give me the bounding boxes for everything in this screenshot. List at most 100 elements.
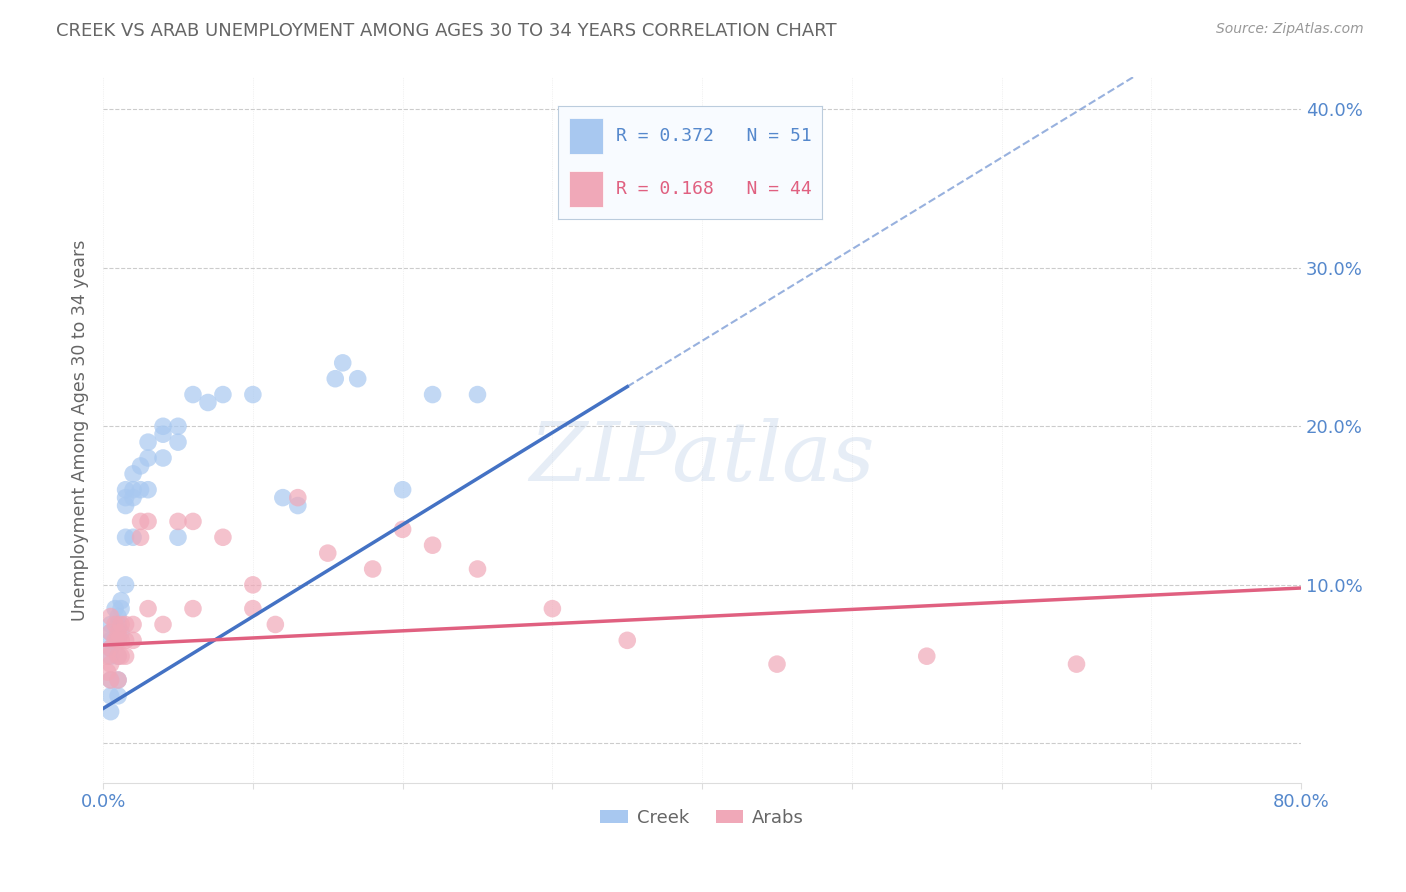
Legend: Creek, Arabs: Creek, Arabs (593, 802, 811, 834)
Point (316, 546, 339, 560)
Point (181, 515, 204, 529)
Point (110, 625, 132, 640)
Point (136, 450, 159, 465)
Point (346, 372, 368, 386)
Point (1066, 657, 1088, 672)
Point (422, 538, 444, 552)
Point (197, 395, 219, 409)
Point (114, 483, 136, 497)
Point (107, 649, 129, 664)
Point (136, 601, 159, 615)
Point (136, 515, 159, 529)
Point (391, 483, 413, 497)
Point (104, 617, 127, 632)
Point (586, 134, 609, 148)
Point (152, 617, 174, 632)
Point (114, 578, 136, 592)
Point (242, 578, 264, 592)
Point (110, 593, 132, 607)
Point (110, 649, 132, 664)
Point (323, 372, 346, 386)
Point (391, 522, 413, 536)
Point (122, 633, 145, 648)
Point (100, 657, 122, 672)
Point (110, 617, 132, 632)
Point (129, 515, 152, 529)
Point (361, 562, 384, 576)
Point (107, 633, 129, 648)
Point (264, 617, 287, 632)
Point (107, 625, 129, 640)
Text: CREEK VS ARAB UNEMPLOYMENT AMONG AGES 30 TO 34 YEARS CORRELATION CHART: CREEK VS ARAB UNEMPLOYMENT AMONG AGES 30… (56, 22, 837, 40)
Text: ZIPatlas: ZIPatlas (530, 418, 875, 499)
Point (541, 601, 564, 615)
Text: Source: ZipAtlas.com: Source: ZipAtlas.com (1216, 22, 1364, 37)
Point (122, 617, 145, 632)
Point (122, 530, 145, 544)
Point (152, 419, 174, 434)
Point (114, 530, 136, 544)
Point (129, 530, 152, 544)
Point (167, 515, 190, 529)
Point (107, 609, 129, 624)
Point (129, 458, 152, 473)
Point (152, 427, 174, 442)
Point (332, 356, 354, 370)
Point (167, 419, 190, 434)
Point (122, 491, 145, 505)
Point (467, 387, 489, 401)
Point (100, 633, 122, 648)
Point (114, 633, 136, 648)
Point (114, 649, 136, 664)
Point (107, 633, 129, 648)
Y-axis label: Unemployment Among Ages 30 to 34 years: Unemployment Among Ages 30 to 34 years (72, 240, 89, 621)
Point (167, 530, 190, 544)
Point (287, 491, 309, 505)
Point (107, 689, 129, 703)
Point (167, 435, 190, 450)
Point (129, 483, 152, 497)
Point (114, 617, 136, 632)
Point (100, 673, 122, 687)
Point (100, 705, 122, 719)
Point (122, 467, 145, 481)
Point (766, 657, 789, 672)
Point (100, 649, 122, 664)
Point (104, 633, 127, 648)
Point (107, 673, 129, 687)
Point (100, 625, 122, 640)
Point (100, 641, 122, 656)
Point (100, 673, 122, 687)
Point (110, 633, 132, 648)
Point (110, 601, 132, 615)
Point (136, 483, 159, 497)
Point (242, 601, 264, 615)
Point (114, 491, 136, 505)
Point (104, 601, 127, 615)
Point (114, 499, 136, 513)
Point (915, 649, 938, 664)
Point (100, 609, 122, 624)
Point (181, 601, 204, 615)
Point (616, 633, 638, 648)
Point (97, 665, 120, 679)
Point (107, 649, 129, 664)
Point (271, 491, 294, 505)
Point (100, 641, 122, 656)
Point (107, 673, 129, 687)
Point (100, 689, 122, 703)
Point (181, 387, 204, 401)
Point (242, 387, 264, 401)
Point (107, 617, 129, 632)
Point (136, 435, 159, 450)
Point (212, 387, 235, 401)
Point (422, 387, 444, 401)
Point (97, 649, 120, 664)
Point (122, 483, 145, 497)
Point (100, 617, 122, 632)
Point (287, 499, 309, 513)
Point (212, 530, 235, 544)
Point (152, 450, 174, 465)
Point (467, 562, 489, 576)
Point (100, 625, 122, 640)
